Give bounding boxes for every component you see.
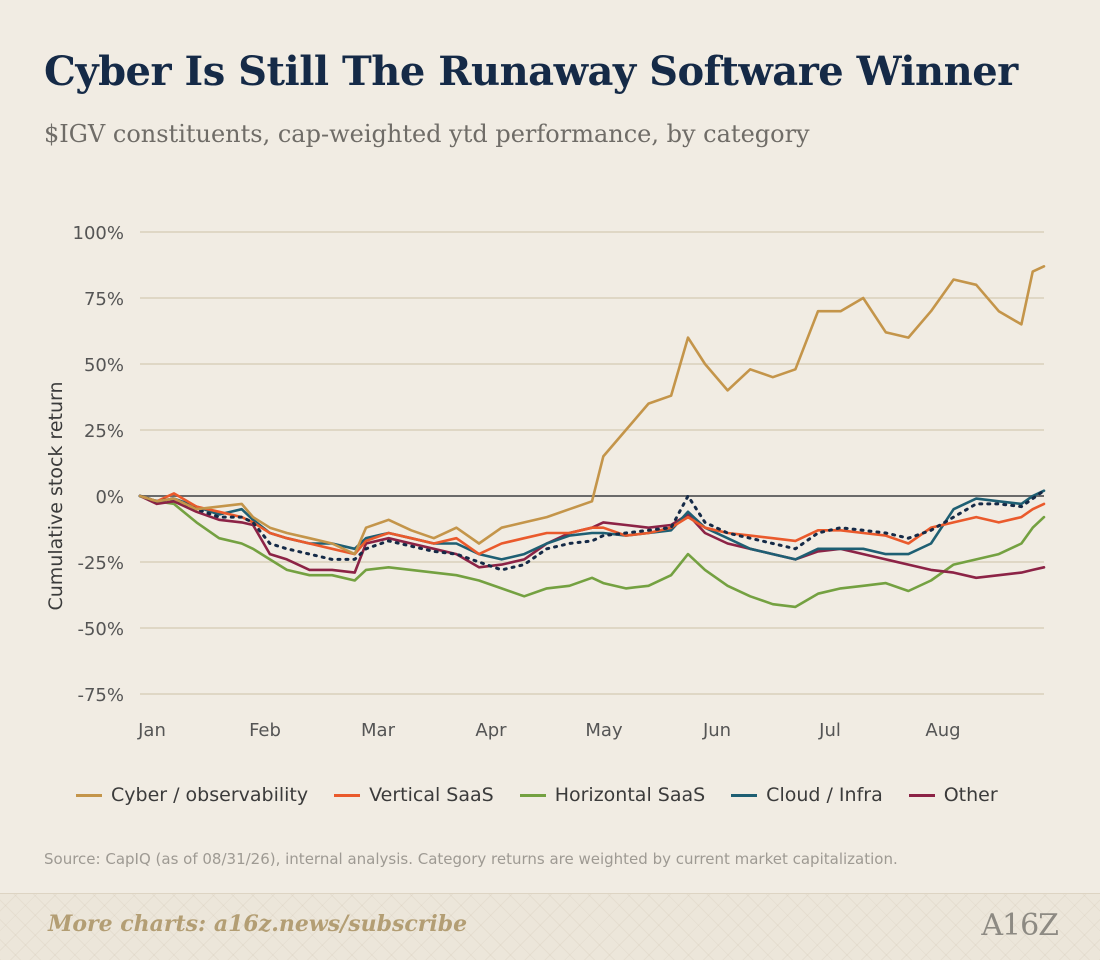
- x-tick-label: Jun: [702, 720, 731, 741]
- legend-swatch: [519, 793, 546, 797]
- chart-title: Cyber Is Still The Runaway Software Winn…: [44, 48, 1018, 95]
- series-line-horizontal-saas: [138, 494, 1046, 609]
- legend-item: Other: [908, 784, 998, 806]
- legend-item: Horizontal SaaS: [519, 784, 706, 806]
- grid-lines: [140, 231, 1044, 695]
- legend-item: Cyber / observability: [76, 784, 308, 806]
- a16z-logo: A16Z: [981, 908, 1059, 943]
- y-tick-label: 100%: [73, 223, 124, 244]
- x-tick-label: Aug: [925, 720, 960, 741]
- y-tick-label: 50%: [84, 355, 124, 376]
- legend-label: Cyber / observability: [111, 784, 309, 806]
- series-line-vertical-saas: [138, 492, 1046, 556]
- series-lines: [138, 265, 1046, 609]
- line-chart: -75% -50% -25% 0% 25% 50% 75% 100% Jan Feb Mar Apr…: [45, 223, 1046, 741]
- footer-banner: More charts: a16z.news/subscribe A16Z: [0, 893, 1100, 960]
- legend-label: Cloud / Infra: [766, 784, 883, 806]
- x-tick-labels: Jan Feb Mar Apr May Jun Jul Aug: [137, 720, 960, 741]
- y-tick-label: -75%: [77, 685, 124, 706]
- y-tick-label: -50%: [77, 619, 124, 640]
- x-tick-label: Mar: [361, 720, 396, 741]
- subscribe-link[interactable]: More charts: a16z.news/subscribe: [48, 911, 468, 937]
- legend-swatch: [334, 793, 361, 797]
- y-tick-label: 25%: [84, 421, 124, 442]
- chart-subtitle: $IGV constituents, cap-weighted ytd perf…: [44, 120, 810, 148]
- y-tick-label: 0%: [95, 487, 124, 508]
- x-tick-label: Jan: [137, 720, 166, 741]
- y-tick-label: -25%: [77, 553, 124, 574]
- legend-item: Cloud / Infra: [731, 784, 883, 806]
- legend-swatch: [731, 793, 758, 797]
- legend-label: Vertical SaaS: [369, 784, 494, 806]
- series-line-aggregate: [138, 489, 1046, 572]
- legend-swatch: [76, 793, 102, 797]
- x-tick-label: Feb: [249, 720, 281, 741]
- y-tick-labels: -75% -50% -25% 0% 25% 50% 75% 100%: [73, 223, 124, 706]
- legend-item: Vertical SaaS: [334, 784, 494, 806]
- legend-label: Other: [943, 784, 998, 806]
- series-line-cyber-observability: [138, 265, 1046, 556]
- y-tick-label: 75%: [84, 289, 124, 310]
- source-note: Source: CapIQ (as of 08/31/26), internal…: [44, 850, 898, 868]
- x-tick-label: May: [585, 720, 623, 741]
- legend-swatch: [908, 793, 935, 797]
- legend-label: Horizontal SaaS: [554, 784, 706, 806]
- legend: Cyber / observability Vertical SaaS Horizo…: [76, 784, 1024, 806]
- y-axis-label: Cumulative stock return: [45, 381, 67, 610]
- x-tick-label: Jul: [818, 720, 841, 741]
- x-tick-label: Apr: [475, 720, 507, 741]
